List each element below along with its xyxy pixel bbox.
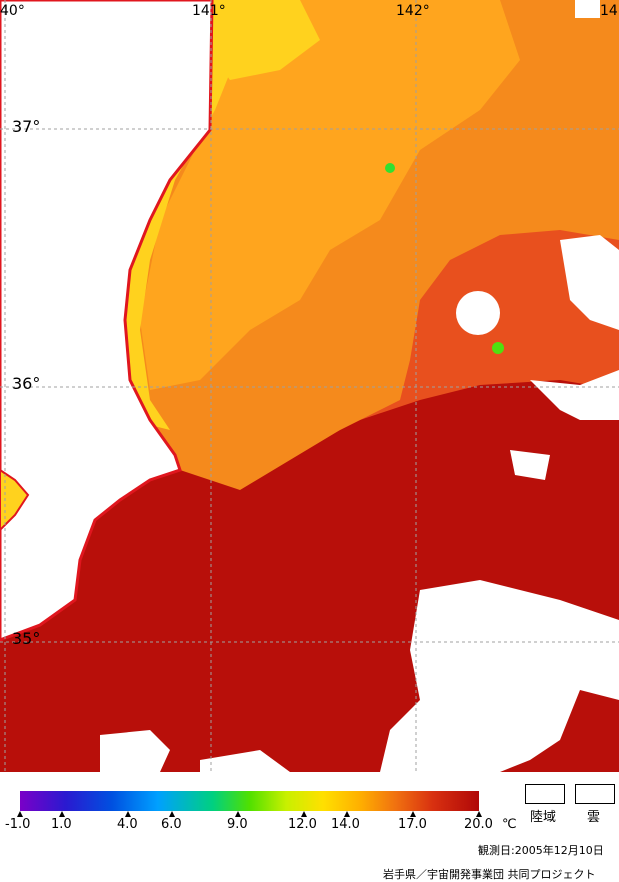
sea-surface-temperature-map — [0, 0, 619, 772]
cloud — [510, 450, 550, 480]
lat-label-35: 35° — [12, 629, 41, 648]
cloud — [560, 235, 619, 330]
lon-label-141: 141° — [192, 3, 226, 19]
cold-water-north — [215, 0, 320, 80]
colorbar-tick-label: 20.0 — [464, 817, 493, 832]
lon-label-143: 14 — [600, 3, 618, 19]
cloud — [380, 580, 619, 772]
land-boso — [0, 468, 30, 532]
land-honshu — [0, 0, 214, 642]
land-swatch-label: 陸域 — [530, 810, 557, 825]
cold-spot — [385, 163, 395, 173]
colorbar-tick-label: 9.0 — [227, 817, 248, 832]
colorbar-tick-label: 1.0 — [51, 817, 72, 832]
colorbar-tick-label: 17.0 — [398, 817, 427, 832]
legend — [17, 791, 482, 817]
colorbar-tick-label: 12.0 — [288, 817, 317, 832]
cloud-swatch-label: 雲 — [587, 810, 601, 825]
colorbar-unit: ℃ — [502, 817, 517, 832]
light-orange-shelf — [140, 0, 520, 390]
observation-date: 観測日:2005年12月10日 — [478, 844, 604, 857]
lon-label-140: 40° — [0, 3, 25, 19]
cloud — [200, 750, 290, 772]
colorbar-tick-label: -1.0 — [5, 817, 31, 832]
lon-label-142: 142° — [396, 3, 430, 19]
land-swatch — [525, 784, 565, 804]
cloud-swatch — [575, 784, 615, 804]
colorbar — [20, 791, 479, 811]
credit-line: 岩手県／宇宙開発事業団 共同プロジェクト — [383, 868, 596, 881]
cloud — [530, 370, 619, 420]
colorbar-tick-marks — [17, 811, 482, 817]
cold-spot — [492, 342, 504, 354]
graticule — [0, 0, 619, 772]
lat-label-36: 36° — [12, 374, 41, 393]
colorbar-tick-label: 4.0 — [117, 817, 138, 832]
colorbar-tick-label: 6.0 — [161, 817, 182, 832]
cloud — [456, 291, 500, 335]
colorbar-tick-label: 14.0 — [331, 817, 360, 832]
lat-label-37: 37° — [12, 117, 41, 136]
cloud — [100, 730, 170, 772]
cloud — [575, 0, 600, 18]
